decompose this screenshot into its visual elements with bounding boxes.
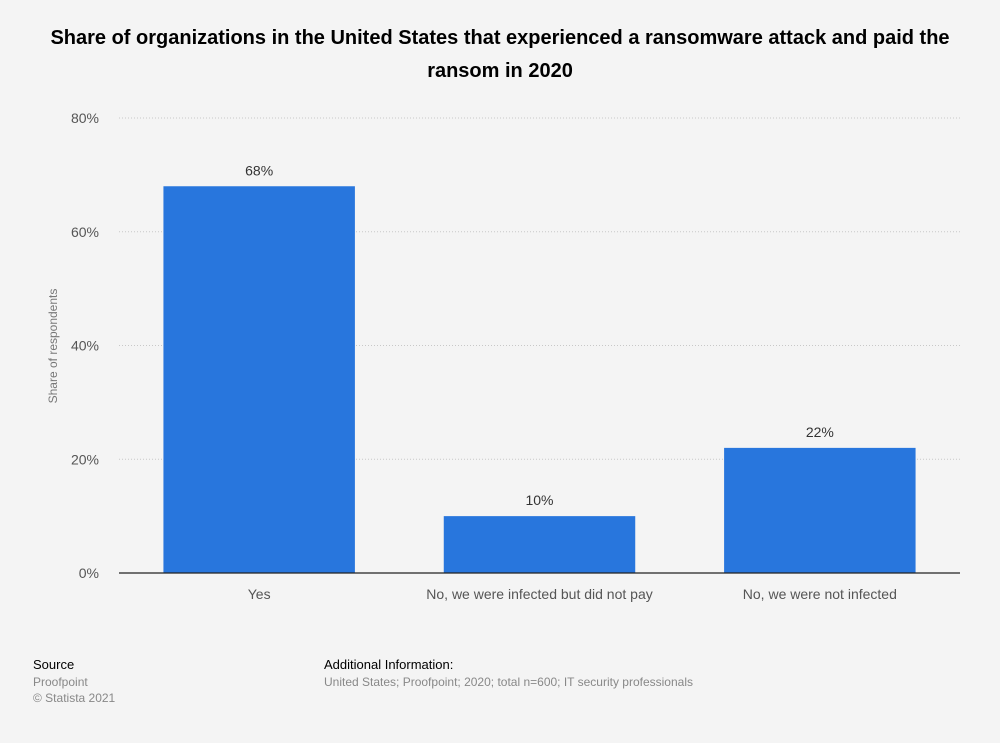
x-tick-label: No, we were infected but did not pay [426, 586, 652, 602]
copyright-text: © Statista 2021 [33, 691, 116, 705]
data-label: 68% [245, 162, 273, 178]
x-axis-ticks: Yes No, we were infected but did not pay N… [248, 586, 897, 602]
gridlines [119, 117, 960, 460]
source-name[interactable]: Proofpoint [33, 675, 88, 689]
source-heading: Source [33, 657, 75, 672]
y-tick-label: 0% [79, 565, 99, 581]
bar[interactable] [443, 516, 636, 573]
y-tick-label: 40% [71, 338, 99, 354]
additional-info-heading: Additional Information: [324, 657, 454, 672]
y-tick-label: 60% [71, 224, 99, 240]
bars [163, 186, 916, 573]
x-tick-label: Yes [248, 586, 271, 602]
y-axis-ticks: 0% 20% 40% 60% 80% [71, 110, 99, 581]
bar[interactable] [163, 186, 355, 573]
additional-info-text: United States; Proofpoint; 2020; total n… [324, 675, 693, 689]
x-tick-label: No, we were not infected [743, 586, 897, 602]
data-label: 10% [525, 492, 553, 508]
bar[interactable] [724, 447, 916, 573]
data-labels: 68% 10% 22% [245, 162, 834, 508]
y-tick-label: 20% [71, 451, 99, 467]
y-tick-label: 80% [71, 110, 99, 126]
data-label: 22% [806, 424, 834, 440]
chart-title: Share of organizations in the United Sta… [50, 27, 950, 82]
y-axis-label: Share of respondents [46, 289, 60, 404]
